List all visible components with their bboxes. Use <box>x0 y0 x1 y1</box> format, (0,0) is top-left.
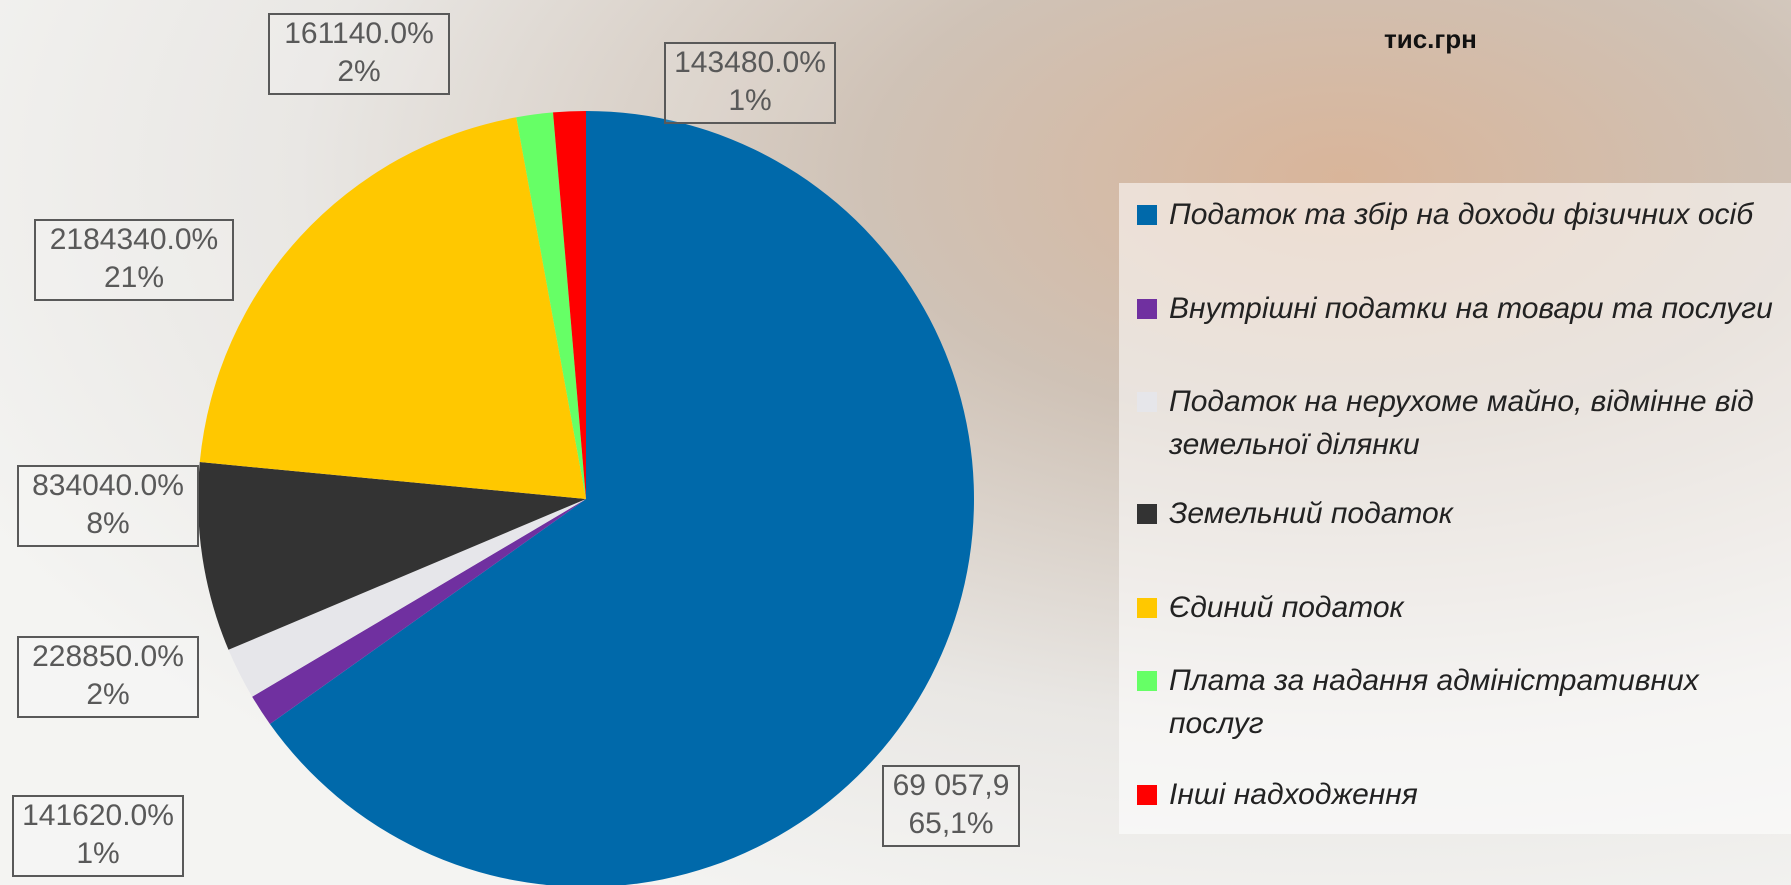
legend-swatch <box>1137 205 1157 225</box>
unit-label: тис.грн <box>1384 24 1477 55</box>
legend-item: Плата за надання адміністративних послуг <box>1137 659 1777 745</box>
legend-item: Єдиний податок <box>1137 586 1777 629</box>
legend-label: Єдиний податок <box>1169 586 1404 629</box>
value-label: 143480.0% <box>674 46 826 79</box>
legend-label: Інші надходження <box>1169 773 1418 816</box>
percent-label: 1% <box>728 84 771 117</box>
percent-label: 1% <box>76 837 119 870</box>
legend-item: Інші надходження <box>1137 773 1777 816</box>
value-label: 69 057,9 <box>893 769 1010 802</box>
legend-label: Земельний податок <box>1169 492 1453 535</box>
legend-swatch <box>1137 671 1157 691</box>
legend-item: Внутрішні податки на товари та послуги <box>1137 287 1777 330</box>
legend-swatch <box>1137 598 1157 618</box>
legend-item: Земельний податок <box>1137 492 1777 535</box>
legend-swatch <box>1137 299 1157 319</box>
value-label: 141620.0% <box>22 799 174 832</box>
legend-swatch <box>1137 392 1157 412</box>
value-label: 834040.0% <box>32 469 184 502</box>
legend: Податок та збір на доходи фізичних осіб В… <box>1119 183 1791 834</box>
legend-item: Податок та збір на доходи фізичних осіб <box>1137 193 1777 236</box>
legend-label: Внутрішні податки на товари та послуги <box>1169 287 1773 330</box>
percent-label: 2% <box>86 678 129 711</box>
legend-item: Податок на нерухоме майно, відмінне від … <box>1137 380 1777 466</box>
value-label: 2184340.0% <box>50 223 219 256</box>
legend-swatch <box>1137 785 1157 805</box>
slide: 69 057,9 65,1% 141620.0% 1% 228850.0% 2% 83404… <box>0 0 1791 885</box>
legend-swatch <box>1137 504 1157 524</box>
legend-label: Податок на нерухоме майно, відмінне від … <box>1169 380 1777 466</box>
percent-label: 8% <box>86 507 129 540</box>
legend-label: Плата за надання адміністративних послуг <box>1169 659 1777 745</box>
legend-label: Податок та збір на доходи фізичних осіб <box>1169 193 1753 236</box>
value-label: 228850.0% <box>32 640 184 673</box>
percent-label: 21% <box>104 261 164 294</box>
percent-label: 2% <box>337 55 380 88</box>
value-label: 161140.0% <box>284 17 434 50</box>
percent-label: 65,1% <box>908 807 993 840</box>
